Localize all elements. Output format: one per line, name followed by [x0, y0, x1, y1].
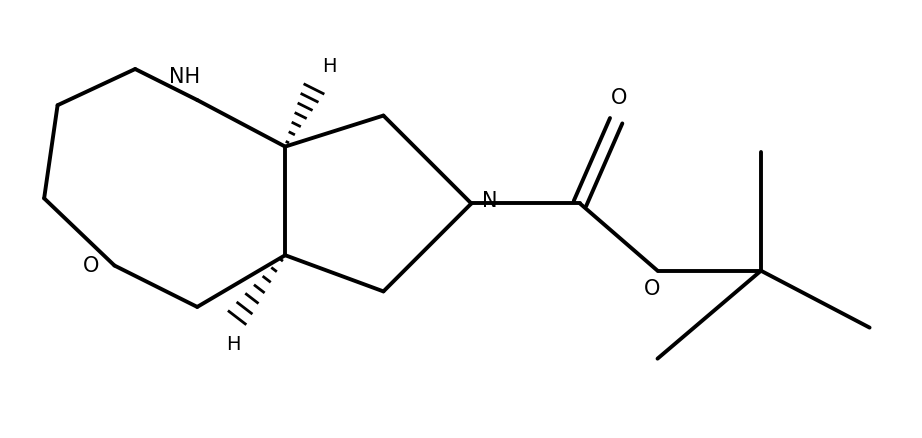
Text: N: N — [481, 191, 497, 212]
Text: O: O — [83, 255, 99, 276]
Text: H: H — [323, 57, 337, 76]
Text: H: H — [226, 335, 241, 354]
Text: NH: NH — [170, 67, 200, 87]
Text: O: O — [611, 88, 628, 108]
Text: O: O — [644, 279, 660, 299]
